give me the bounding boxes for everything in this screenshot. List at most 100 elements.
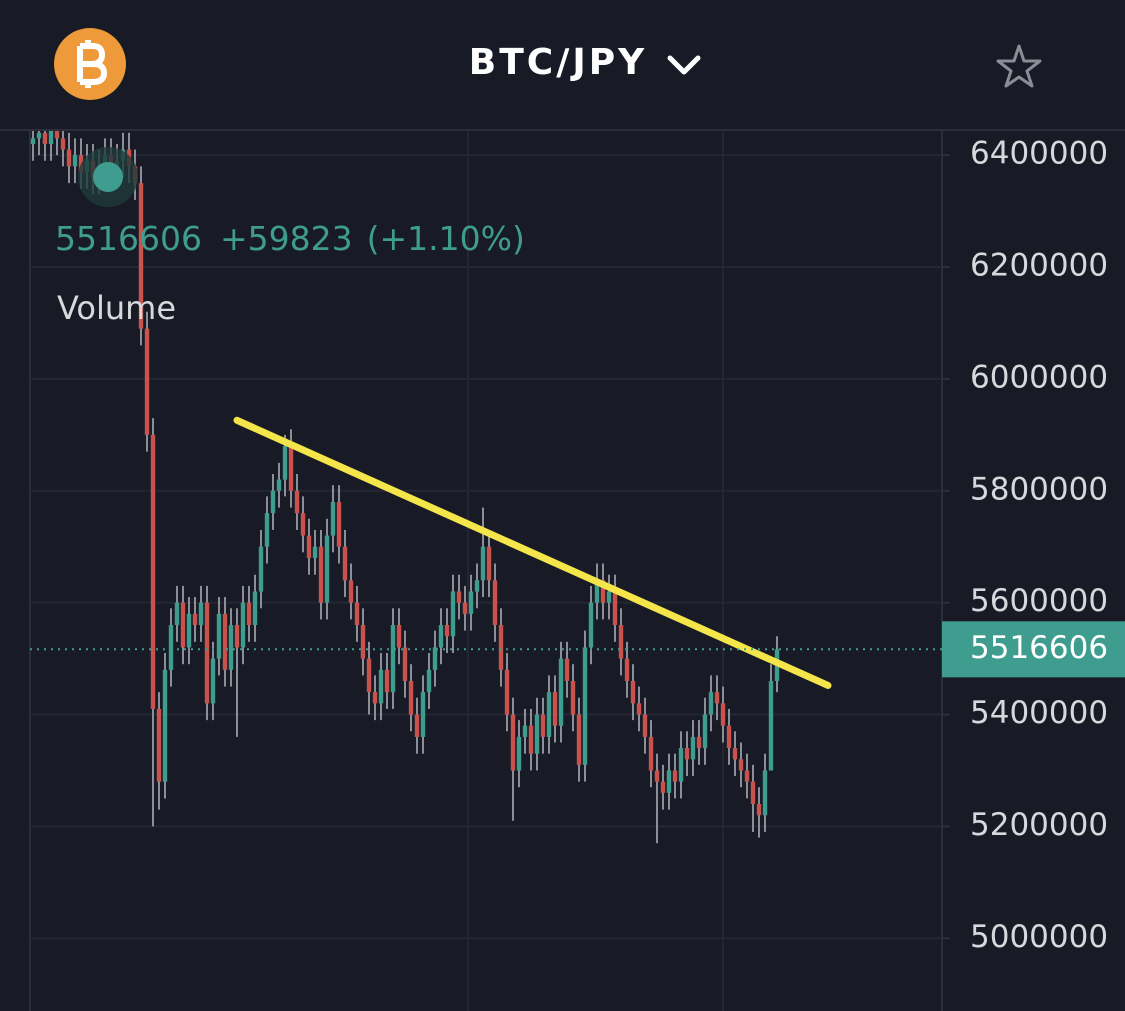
candle-body: [180, 602, 186, 648]
candle-body: [678, 748, 684, 782]
candle-body: [624, 658, 630, 681]
candle-body: [306, 535, 312, 558]
candle-body: [666, 770, 672, 793]
candle-body: [30, 138, 36, 144]
candle-body: [732, 748, 738, 760]
candle-body: [150, 434, 156, 709]
indicator-label: Volume: [57, 289, 176, 327]
candle-body: [750, 781, 756, 805]
candle-body: [420, 692, 426, 737]
candle-body: [606, 591, 612, 603]
y-tick-label: 6200000: [970, 248, 1108, 284]
candle-body: [222, 613, 228, 670]
candle-body: [714, 692, 720, 704]
candle-body: [144, 328, 150, 435]
candle-body: [210, 658, 216, 704]
candle-body: [762, 770, 768, 816]
candle-body: [636, 703, 642, 715]
header: BTC/JPY: [0, 28, 1125, 131]
candle-body: [384, 669, 390, 693]
pair-selector[interactable]: BTC/JPY: [469, 42, 701, 83]
candle-body: [294, 490, 300, 514]
legend-price: 5516606: [55, 219, 202, 258]
candle-body: [42, 132, 48, 144]
candle-body: [72, 155, 78, 167]
candle-body: [138, 183, 144, 329]
candle-body: [708, 692, 714, 715]
legend: 5516606 +59823 (+1.10%) Volume: [55, 147, 525, 327]
legend-change-pct: (+1.10%): [367, 219, 525, 258]
candle-body: [396, 625, 402, 648]
candle-body: [696, 736, 702, 749]
candle-body: [558, 658, 564, 726]
candle-body: [240, 602, 246, 648]
candle-body: [654, 770, 660, 782]
candle-body: [432, 647, 438, 670]
candle-body: [564, 658, 570, 681]
candle-body: [324, 535, 330, 603]
candle-body: [54, 131, 60, 139]
candle-body: [438, 625, 444, 648]
candle-body: [570, 680, 576, 715]
candle-body: [630, 680, 636, 704]
candle-body: [726, 725, 732, 749]
candle-body: [168, 625, 174, 670]
candle-body: [474, 580, 480, 592]
candle-body: [156, 708, 162, 782]
candle-body: [282, 446, 288, 480]
candle-body: [456, 591, 462, 603]
candle-body: [336, 501, 342, 547]
candle-body: [36, 132, 42, 139]
candle-body: [360, 625, 366, 659]
candle-body: [768, 680, 774, 771]
candle-body: [690, 736, 696, 760]
candle-body: [162, 669, 168, 782]
candle-body: [216, 613, 222, 659]
grid: 5000000 5200000 5400000 5600000 5800000 60000…: [29, 131, 1108, 1011]
chevron: [667, 55, 701, 75]
candle-body: [252, 591, 258, 626]
candle-body: [600, 580, 606, 603]
y-tick-label: 5800000: [970, 471, 1108, 507]
candle-body: [48, 131, 54, 144]
y-tick-label: 5200000: [970, 807, 1108, 843]
candle-body: [312, 546, 318, 558]
ohlc-legend: 5516606 +59823 (+1.10%): [55, 219, 525, 258]
candle-body: [480, 546, 486, 581]
last-price-box: [942, 621, 1125, 678]
candle-body: [576, 714, 582, 765]
candle-body: [486, 546, 492, 581]
y-tick-label: 5600000: [970, 583, 1108, 619]
pair-title: BTC/JPY: [469, 42, 647, 83]
favorite-star[interactable]: [996, 44, 1042, 88]
candle-body: [342, 546, 348, 581]
candle-body: [720, 703, 726, 726]
candle-body: [588, 602, 594, 648]
candle-body: [414, 714, 420, 737]
candle-body: [642, 714, 648, 737]
candle-body: [270, 490, 276, 514]
candle-body: [498, 625, 504, 670]
candle-body: [702, 714, 708, 749]
coin-icon[interactable]: [54, 28, 126, 100]
candle-body: [672, 770, 678, 782]
candle-body: [450, 591, 456, 637]
candle-body: [300, 513, 306, 536]
y-tick-label: 5400000: [970, 695, 1108, 731]
candle-body: [684, 748, 690, 760]
candle-body: [516, 736, 522, 771]
candle-body: [546, 692, 552, 737]
candle-body: [276, 479, 282, 491]
candle-body: [192, 613, 198, 626]
candle-body: [354, 602, 360, 626]
candle-body: [594, 580, 600, 603]
candle-body: [402, 647, 408, 681]
candle-body: [198, 602, 204, 626]
legend-change: +59823: [220, 219, 353, 258]
candle-body: [186, 613, 192, 648]
overlay: 5516606: [30, 416, 1125, 689]
y-tick-label: 6000000: [970, 359, 1108, 395]
candle-body: [78, 155, 84, 172]
